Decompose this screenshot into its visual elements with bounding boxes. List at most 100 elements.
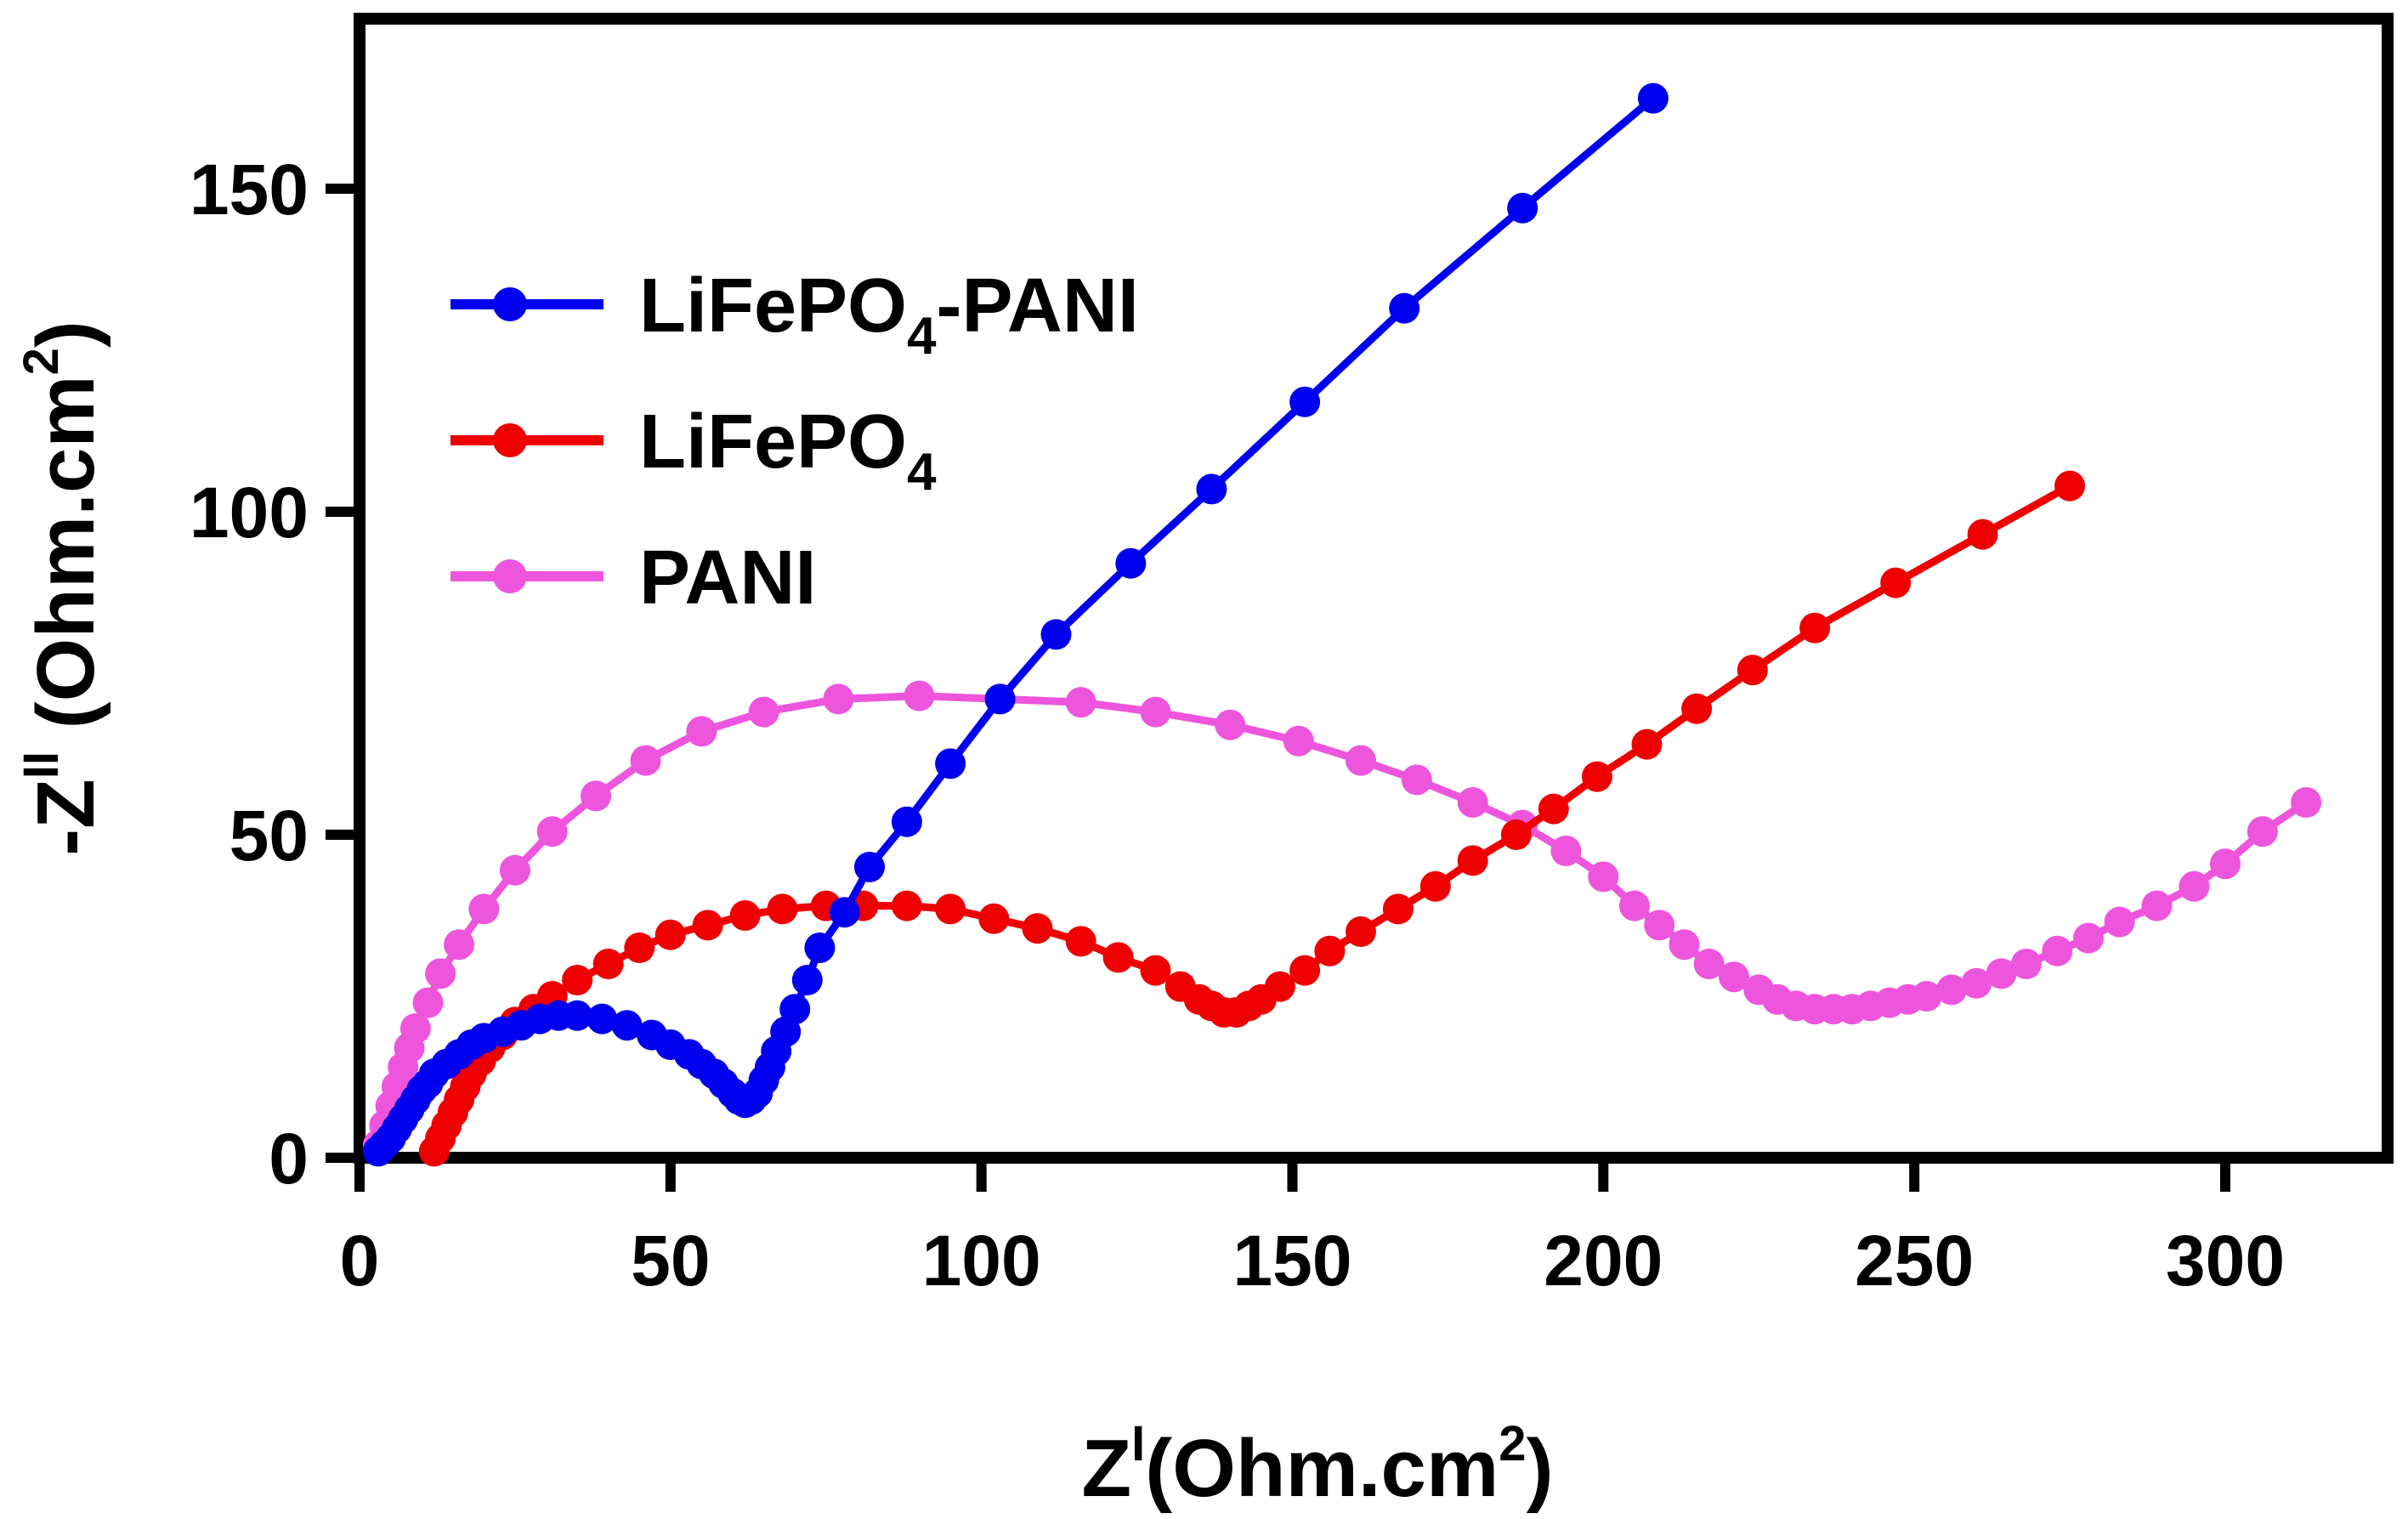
data-point — [412, 987, 444, 1018]
data-point — [1215, 709, 1246, 740]
data-point — [1681, 693, 1713, 724]
legend-label: LiFePO4 — [639, 400, 937, 502]
data-point — [1314, 935, 1346, 966]
legend-swatch-marker — [493, 423, 527, 457]
data-point — [444, 929, 475, 961]
data-point — [1936, 974, 1968, 1006]
data-point — [630, 745, 661, 776]
y-axis-ticks: 0 50 100 150 — [190, 150, 360, 1199]
data-point — [1582, 761, 1612, 792]
data-point — [499, 854, 530, 886]
data-point — [1457, 787, 1488, 818]
data-point — [779, 994, 811, 1025]
legend-item: LiFePO4 — [450, 400, 937, 502]
x-axis-label: ZI(Ohm.cm2) — [1081, 1416, 1553, 1514]
data-point — [1264, 971, 1295, 1002]
data-point — [1669, 929, 1700, 961]
data-point — [1022, 913, 1053, 944]
data-point — [891, 806, 922, 837]
series-line — [375, 95, 1656, 1154]
data-point — [729, 900, 761, 931]
data-point — [2179, 870, 2210, 902]
data-point — [978, 903, 1010, 934]
data-point — [1382, 893, 1414, 925]
data-point — [1961, 967, 1992, 999]
data-point — [1737, 655, 1768, 686]
y-tick-label: 150 — [190, 150, 309, 230]
data-point — [1538, 793, 1569, 825]
data-point — [1140, 955, 1171, 986]
data-point — [581, 780, 611, 812]
data-point — [791, 965, 823, 995]
data-point — [2054, 470, 2086, 502]
data-point — [804, 932, 836, 963]
data-point — [1550, 836, 1582, 866]
data-point — [767, 893, 798, 925]
data-point — [1102, 942, 1134, 973]
data-point — [1507, 192, 1538, 224]
data-point — [1911, 981, 1942, 1012]
y-tick-label: 0 — [269, 1119, 309, 1199]
data-point — [654, 919, 686, 950]
data-point — [611, 1010, 643, 1041]
data-point — [1115, 547, 1147, 579]
legend-item: LiFePO4-PANI — [450, 264, 1139, 366]
data-point — [748, 696, 779, 728]
data-point — [1799, 612, 1831, 643]
plot-frame — [354, 13, 2394, 1164]
data-point — [1346, 745, 1376, 776]
data-point — [2210, 848, 2241, 880]
x-tick-label: 0 — [340, 1221, 380, 1301]
x-tick-label: 200 — [1544, 1221, 1663, 1301]
legend-swatch-marker — [493, 559, 527, 593]
data-point — [692, 910, 723, 941]
x-tick-label: 50 — [631, 1221, 710, 1301]
data-point — [1419, 870, 1451, 902]
legend-item: PANI — [450, 536, 816, 621]
series-lifepo4-pani — [362, 82, 1669, 1167]
x-tick-label: 100 — [922, 1221, 1041, 1301]
data-series — [362, 82, 2322, 1167]
x-tick-label: 250 — [1855, 1221, 1974, 1301]
y-tick-label: 100 — [190, 473, 309, 553]
data-point — [2291, 787, 2322, 818]
data-point — [1289, 955, 1321, 986]
data-point — [592, 949, 624, 979]
series-pani — [362, 680, 2322, 1160]
data-point — [2141, 890, 2173, 921]
data-point — [2247, 816, 2278, 847]
data-point — [1637, 82, 1669, 114]
data-point — [536, 816, 568, 847]
legend-swatch-marker — [493, 287, 527, 321]
data-point — [2073, 922, 2104, 954]
data-point — [562, 1000, 593, 1031]
data-point — [823, 683, 854, 715]
data-point — [1401, 764, 1432, 796]
data-point — [1140, 696, 1171, 728]
x-tick-label: 300 — [2166, 1221, 2285, 1301]
legend: LiFePO4-PANI LiFePO4 PANI — [450, 264, 1139, 621]
data-point — [891, 890, 922, 921]
data-point — [1986, 958, 2017, 989]
data-point — [1644, 910, 1675, 941]
data-point — [1040, 619, 1072, 650]
data-point — [904, 680, 935, 711]
data-point — [2104, 906, 2135, 938]
data-point — [1631, 728, 1663, 760]
data-point — [1719, 961, 1749, 993]
data-point — [1065, 687, 1096, 718]
data-point — [562, 965, 593, 995]
data-point — [468, 893, 500, 925]
data-point — [1693, 949, 1725, 979]
data-point — [425, 958, 456, 989]
x-tick-label: 150 — [1232, 1221, 1351, 1301]
data-point — [1196, 473, 1227, 505]
y-axis-label: -ZII (Ohm.cm2) — [14, 320, 111, 856]
data-point — [2010, 949, 2042, 979]
data-point — [2042, 935, 2073, 966]
data-point — [1346, 916, 1376, 947]
data-point — [1457, 845, 1488, 876]
data-point — [1289, 386, 1321, 417]
data-point — [1588, 861, 1619, 893]
